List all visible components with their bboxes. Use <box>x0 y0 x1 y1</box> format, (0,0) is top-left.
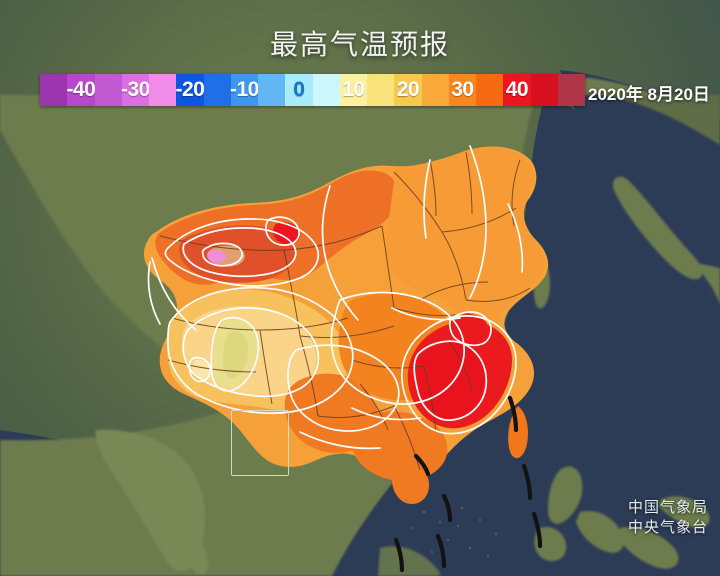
colorbar-segment: 30 <box>448 74 476 106</box>
temperature-colorbar: -40 -30 -20 -10 0 10 20 30 40 <box>40 74 585 106</box>
nine-dash-line <box>393 395 543 573</box>
colorbar-tick-label: 30 <box>451 78 474 101</box>
south-china-sea-inset-box <box>231 410 289 476</box>
colorbar-segment <box>367 74 395 106</box>
colorbar-tick-label: -40 <box>66 78 96 101</box>
colorbar-segment: -20 <box>175 74 205 106</box>
colorbar-segment <box>312 74 340 106</box>
colorbar-segment: 20 <box>394 74 422 106</box>
colorbar-tick-label: 40 <box>505 78 529 101</box>
agency-name-line1: 中国气象局 <box>627 498 708 516</box>
page-title: 最高气温预报 <box>269 29 450 60</box>
colorbar-segment <box>149 74 177 106</box>
temperature-field <box>143 146 549 504</box>
colorbar-segment: -40 <box>66 74 96 106</box>
isotherm-contours <box>147 145 524 450</box>
colorbar-segment: 10 <box>339 74 367 106</box>
colorbar-segment <box>40 74 68 106</box>
colorbar-tick-label: -20 <box>175 78 205 101</box>
sea-islands <box>404 498 498 558</box>
colorbar-segment <box>476 74 504 106</box>
colorbar-tick-label: -30 <box>120 78 150 101</box>
colorbar-segment <box>203 74 231 106</box>
colorbar-segment <box>557 74 585 106</box>
colorbar-tick-label: -10 <box>229 78 259 101</box>
colorbar-segment <box>530 74 558 106</box>
colorbar-tick-label: 20 <box>396 78 420 101</box>
colorbar-segment <box>94 74 122 106</box>
colorbar-segment: 40 <box>503 74 531 106</box>
colorbar-tick-label: 10 <box>342 78 365 101</box>
colorbar-segment: -10 <box>229 74 259 106</box>
colorbar-segment: 0 <box>285 74 313 106</box>
colorbar-segment <box>258 74 286 106</box>
agency-name-line2: 中央气象台 <box>627 518 708 536</box>
colorbar-segment: -30 <box>120 74 150 106</box>
forecast-date: 2020年 8月20日 <box>588 85 710 104</box>
agency-attribution: 中国气象局 中央气象台 <box>628 498 708 539</box>
colorbar-tick-label: 0 <box>293 78 305 101</box>
colorbar-segment <box>421 74 449 106</box>
